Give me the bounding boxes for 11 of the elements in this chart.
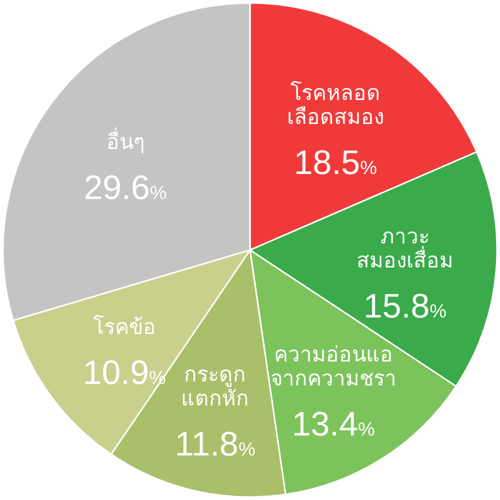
data-label: 29.6%	[84, 168, 167, 207]
slice-label: อื่นๆ	[106, 126, 144, 154]
data-label: 13.4%	[292, 405, 376, 444]
data-label: 18.5%	[294, 144, 378, 182]
slice-label: ภาวะ สมองเสื่อม	[356, 226, 454, 273]
data-label: 15.8%	[363, 288, 447, 326]
slice-label: โรคข้อ	[92, 314, 156, 339]
slice-label: ความอ่อนแอ จากความชรา	[270, 343, 396, 390]
data-label: 11.8%	[174, 426, 256, 464]
slice-label: กระดูก แตกหัก	[181, 364, 250, 411]
slice-label: โรคหลอด เลือดสมอง	[286, 80, 384, 129]
